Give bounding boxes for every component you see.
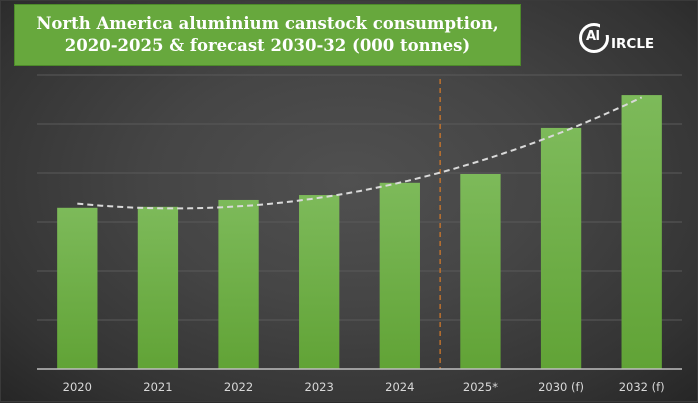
x-tick-label: 2024 <box>385 380 414 394</box>
bar-2030-f <box>540 127 582 369</box>
chart-title-line-1: North America aluminium canstock consump… <box>36 14 499 33</box>
gridlines <box>37 74 682 321</box>
x-axis-labels: 2020 2021 2022 2023 2024 2025* 2030 (f) 2032 (f… <box>63 380 665 394</box>
bar-2023 <box>299 195 340 369</box>
x-tick-label: 2030 (f) <box>538 380 584 394</box>
bar-2024 <box>379 182 420 369</box>
bar-2020 <box>57 207 98 369</box>
x-tick-label: 2021 <box>143 380 172 394</box>
chart-title-line-2: 2020-2025 & forecast 2030-32 (000 tonnes… <box>64 36 471 55</box>
bar-2032-f <box>621 95 662 369</box>
x-tick-label: 2020 <box>63 380 92 394</box>
bars <box>57 95 662 369</box>
trendline <box>77 96 643 210</box>
x-tick-label: 2023 <box>305 380 334 394</box>
x-tick-label: 2022 <box>224 380 253 394</box>
logo-prefix: Al <box>586 29 600 44</box>
bar-2021 <box>137 206 179 369</box>
logo-circle-icon <box>579 23 609 53</box>
logo-suffix: IRCLE <box>611 36 655 52</box>
x-tick-label: 2032 (f) <box>619 380 665 394</box>
alcircle-logo: Al IRCLE <box>579 23 665 59</box>
chart-title: North America aluminium canstock consump… <box>14 4 521 66</box>
bar-2025 <box>460 173 501 369</box>
bar-2022 <box>218 199 259 369</box>
x-tick-label: 2025* <box>463 380 498 394</box>
